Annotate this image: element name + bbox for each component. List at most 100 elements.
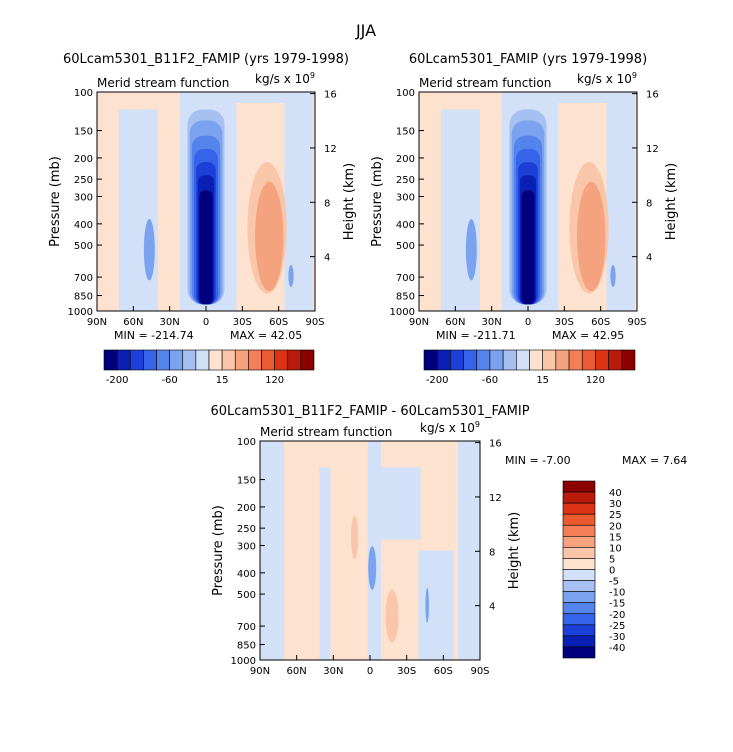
- colorbar-box: [562, 513, 596, 526]
- contour-field: [260, 441, 480, 660]
- y-tick-label: 500: [74, 241, 93, 252]
- red-cell-core: [255, 181, 284, 292]
- colorbar-box: [529, 349, 543, 371]
- colorbar-tick-label: 120: [586, 375, 605, 386]
- y-tick-label: 150: [237, 476, 256, 487]
- blue-cell-contour: [199, 190, 213, 305]
- colorbar-box: [502, 349, 517, 371]
- y-tick-label: 1000: [390, 307, 415, 318]
- y-tick-label: 700: [237, 622, 256, 633]
- x-tick-label: 60N: [445, 317, 465, 328]
- sh-lower-blue-patch: [418, 550, 454, 660]
- y-tick-label: 300: [74, 192, 93, 203]
- colorbar-tick-label: 40: [609, 488, 622, 499]
- colorbar-box: [436, 349, 451, 371]
- y-tick-label: 100: [237, 437, 256, 448]
- y-tick-label: 150: [74, 127, 93, 138]
- x-tick-label: 90N: [250, 666, 270, 677]
- y2-tick-label: 16: [646, 90, 659, 101]
- x-tick-label: 60S: [434, 666, 453, 677]
- x-tick-label: 60N: [287, 666, 307, 677]
- colorbar-tick-label: -20: [609, 610, 625, 621]
- y-tick-label: 150: [396, 127, 415, 138]
- colorbar-tick-label: 15: [536, 375, 549, 386]
- colorbar-box: [562, 480, 596, 493]
- colorbar-box: [103, 349, 118, 371]
- nh-red-band: [158, 92, 180, 311]
- colorbar-tick-label: 20: [609, 521, 622, 532]
- colorbar-tick-label: -200: [106, 375, 129, 386]
- y2-tick-label: 8: [489, 547, 495, 558]
- colorbar-tick-label: -5: [609, 577, 619, 588]
- colorbar-box: [595, 349, 609, 371]
- y-tick-label: 700: [396, 273, 415, 284]
- y2-tick-label: 12: [489, 493, 502, 504]
- y-tick-label: 850: [237, 641, 256, 652]
- y-tick-label: 400: [396, 220, 415, 231]
- x-tick-label: 60S: [591, 317, 610, 328]
- weak-blue-cell: [143, 219, 155, 281]
- units-label: kg/s x 109: [577, 71, 637, 86]
- y-tick-label: 200: [74, 154, 93, 165]
- y-tick-label: 300: [237, 541, 256, 552]
- y2-tick-label: 4: [646, 253, 652, 264]
- colorbar-box: [562, 558, 596, 570]
- min-label: MIN = -211.71: [436, 329, 516, 342]
- colorbar-tick-label: -30: [609, 632, 625, 643]
- chart-panel-2: 60Lcam5301_FAMIP (yrs 1979-1998) Merid st…: [370, 52, 679, 386]
- colorbar-box: [562, 613, 596, 626]
- y-tick-label: 500: [396, 241, 415, 252]
- colorbar-box: [516, 349, 530, 371]
- sh-edge-blue-band: [458, 441, 480, 660]
- colorbar-box: [562, 569, 596, 581]
- x-tick-label: 30N: [482, 317, 502, 328]
- units-label: kg/s x 109: [420, 420, 480, 435]
- units-exponent: 9: [475, 420, 480, 429]
- colorbar-box: [300, 349, 315, 371]
- y-tick-label: 700: [74, 273, 93, 284]
- colorbar-box: [143, 349, 157, 371]
- max-label: MAX = 42.05: [230, 329, 302, 342]
- nh-light-blue-band: [118, 109, 159, 311]
- colorbar-box: [129, 349, 144, 371]
- y2-tick-label: 4: [324, 253, 330, 264]
- y-tick-label: 400: [74, 220, 93, 231]
- y2-axis-label: Height (km): [342, 163, 357, 240]
- colorbar-tick-label: -15: [609, 599, 625, 610]
- colorbar-box: [568, 349, 583, 371]
- x-tick-label: 90S: [627, 317, 646, 328]
- variable-label: Merid stream function: [97, 76, 229, 90]
- colorbar-box: [562, 536, 596, 548]
- nh-light-blue-band: [260, 441, 285, 660]
- colorbar-tick-label: -60: [482, 375, 498, 386]
- weak-blue-cell: [465, 219, 477, 281]
- max-label: MAX = 42.95: [552, 329, 624, 342]
- y-axis-label: Pressure (mb): [370, 156, 385, 247]
- weak-red-cell: [351, 515, 359, 560]
- x-tick-label: 30S: [397, 666, 416, 677]
- colorbar-tick-label: -60: [161, 375, 177, 386]
- light-blue-strip: [319, 467, 331, 660]
- colorbar-box: [562, 646, 596, 659]
- colorbar-box: [476, 349, 491, 371]
- y-tick-label: 250: [74, 175, 93, 186]
- colorbar-tick-label: 5: [609, 554, 615, 565]
- y2-tick-label: 16: [489, 439, 502, 450]
- x-tick-label: 30S: [555, 317, 574, 328]
- colorbar-box: [562, 580, 596, 592]
- colorbar-box: [581, 349, 596, 371]
- x-tick-label: 30N: [160, 317, 180, 328]
- y-tick-label: 300: [396, 192, 415, 203]
- x-tick-label: 60N: [123, 317, 143, 328]
- y-tick-label: 1000: [231, 656, 256, 667]
- colorbar-tick-label: 10: [609, 543, 622, 554]
- nh-light-blue-band: [440, 109, 481, 311]
- y-tick-label: 500: [237, 590, 256, 601]
- figure-title: JJA: [355, 21, 376, 40]
- colorbar-box: [621, 349, 636, 371]
- colorbar-box: [287, 349, 302, 371]
- y-tick-label: 250: [396, 175, 415, 186]
- y-axis-label: Pressure (mb): [48, 156, 63, 247]
- colorbar-box: [555, 349, 570, 371]
- y-tick-label: 1000: [68, 307, 93, 318]
